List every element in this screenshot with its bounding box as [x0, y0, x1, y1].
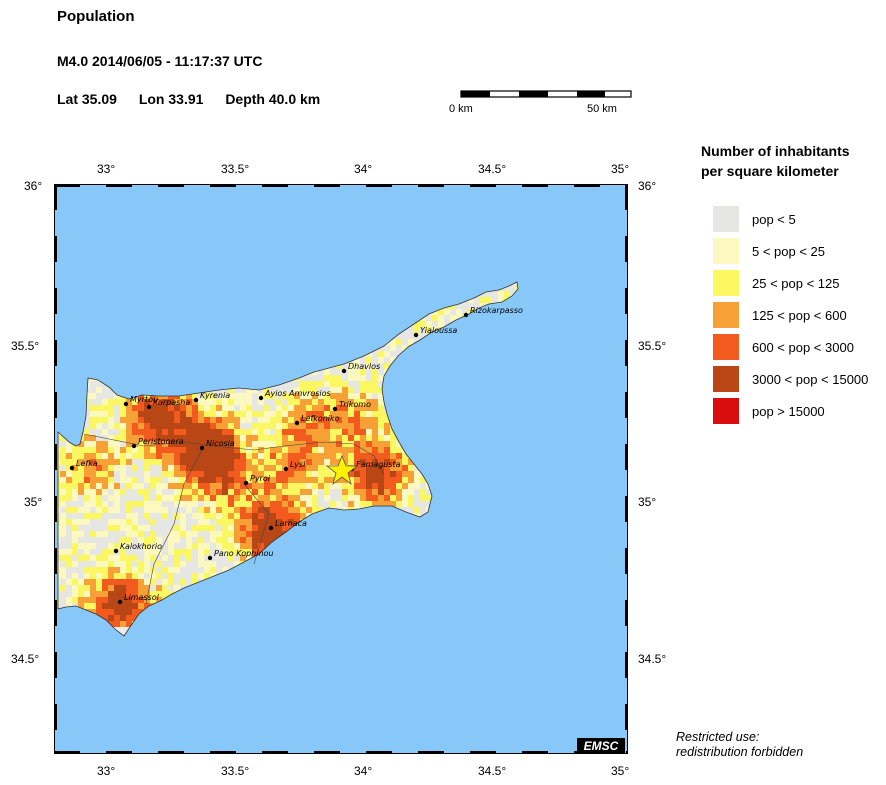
usage-note: Restricted use: redistribution forbidden — [676, 730, 803, 760]
city-marker — [207, 555, 213, 561]
y-tick-left-2: 35.5° — [11, 339, 40, 353]
y-tick-right-1: 36° — [638, 179, 657, 193]
city-label: Lefka — [76, 459, 98, 468]
x-tick-top-3: 34° — [354, 162, 373, 176]
epicenter-star[interactable] — [325, 454, 359, 486]
population-map[interactable]: Rizokarpasso Yialoussa Dhavlos Ayios Amvros… — [54, 184, 628, 754]
y-tick-left-3: 35° — [24, 495, 43, 509]
city-marker — [131, 443, 137, 449]
city-label: Yialoussa — [420, 326, 457, 335]
city-label: Kyrenia — [200, 391, 230, 400]
x-tick-bottom-3: 34° — [354, 764, 373, 778]
district-boundary — [243, 483, 270, 565]
scale-bar — [460, 90, 632, 98]
legend-label: 3000 < pop < 15000 — [752, 372, 869, 387]
city-label: Pano Kophinou — [214, 549, 274, 558]
city-label: Trikomo — [339, 400, 371, 409]
city-label: Nicosia — [206, 439, 235, 448]
legend-label: 25 < pop < 125 — [752, 276, 840, 291]
scale-end-label: 50 km — [587, 103, 617, 115]
city-label: Kalokhorio — [120, 542, 162, 551]
city-label: Larnaca — [275, 519, 307, 528]
city-marker — [283, 466, 289, 472]
legend-label: pop < 5 — [752, 212, 796, 227]
legend-swatch — [713, 238, 739, 264]
depth-text: Depth 40.0 km — [225, 91, 321, 107]
legend-swatch — [713, 206, 739, 232]
city-label: Pyroi — [250, 474, 271, 483]
legend-item: 3000 < pop < 15000 — [713, 366, 883, 392]
city-marker — [117, 599, 123, 605]
legend-label: 600 < pop < 3000 — [752, 340, 854, 355]
city-marker — [294, 420, 300, 426]
legend-swatch — [713, 270, 739, 296]
city-marker — [123, 401, 129, 407]
city-label: Karpasha — [153, 398, 190, 407]
legend-label: 5 < pop < 25 — [752, 244, 826, 259]
city-marker — [113, 548, 119, 554]
city-label: Myrtou — [130, 395, 158, 404]
legend-swatch — [713, 398, 739, 424]
location-info: Lat 35.09 Lon 33.91 Depth 40.0 km — [57, 91, 338, 107]
scale-start-label: 0 km — [449, 103, 473, 115]
latitude-text: Lat 35.09 — [57, 91, 117, 107]
city-marker — [199, 445, 205, 451]
city-label: Limassol — [124, 593, 160, 602]
x-tick-bottom-2: 33.5° — [221, 764, 250, 778]
city-marker — [463, 312, 469, 318]
city-label: Dhavlos — [348, 362, 380, 371]
city-label: Famagusta — [356, 460, 401, 469]
y-tick-right-2: 35.5° — [638, 339, 667, 353]
district-boundary — [83, 433, 385, 475]
legend-item: 125 < pop < 600 — [713, 302, 883, 328]
emsc-watermark: EMSC — [584, 739, 619, 753]
city-marker — [332, 406, 338, 412]
legend-title-line1: Number of inhabitants — [701, 143, 850, 159]
x-tick-top-2: 33.5° — [221, 162, 250, 176]
frame-graticule — [54, 184, 628, 754]
legend-item: pop < 5 — [713, 206, 883, 232]
emsc-watermark-bg — [577, 738, 625, 753]
legend-swatch — [713, 334, 739, 360]
y-tick-right-3: 35° — [638, 495, 657, 509]
longitude-text: Lon 33.91 — [138, 91, 204, 107]
x-tick-top-5: 35° — [611, 162, 630, 176]
usage-note-line2: redistribution forbidden — [676, 745, 804, 759]
legend-title-line2: per square kilometer — [701, 163, 839, 179]
legend-item: 25 < pop < 125 — [713, 270, 883, 296]
city-marker — [243, 480, 249, 486]
city-marker — [193, 397, 199, 403]
y-tick-left-1: 36° — [24, 179, 43, 193]
x-tick-bottom-5: 35° — [611, 764, 630, 778]
city-marker — [258, 395, 264, 401]
earthquake-info: M4.0 2014/06/05 - 11:17:37 UTC — [57, 53, 263, 69]
x-tick-top-4: 34.5° — [478, 162, 507, 176]
y-tick-left-4: 34.5° — [11, 652, 40, 666]
city-label: Lefkoniko — [301, 414, 340, 423]
usage-note-line1: Restricted use: — [676, 730, 760, 744]
legend-label: 125 < pop < 600 — [752, 308, 847, 323]
legend-title: Number of inhabitants per square kilomet… — [701, 141, 850, 181]
x-tick-bottom-1: 33° — [97, 764, 116, 778]
district-boundary — [145, 445, 205, 605]
legend-item: 600 < pop < 3000 — [713, 334, 883, 360]
legend-label: pop > 15000 — [752, 404, 825, 419]
city-marker — [268, 525, 274, 531]
legend-swatch — [713, 366, 739, 392]
map-title: Population — [57, 8, 135, 25]
city-label: Peristonera — [138, 437, 184, 446]
city-marker — [341, 368, 347, 374]
city-marker — [69, 465, 75, 471]
city-label: Rizokarpasso — [470, 306, 523, 315]
city-marker — [146, 404, 152, 410]
city-marker — [413, 332, 419, 338]
legend-item: 5 < pop < 25 — [713, 238, 883, 264]
legend-item: pop > 15000 — [713, 398, 883, 424]
x-tick-top-1: 33° — [97, 162, 116, 176]
legend-swatch — [713, 302, 739, 328]
x-tick-bottom-4: 34.5° — [478, 764, 507, 778]
city-label: Lysi — [290, 460, 306, 469]
y-tick-right-4: 34.5° — [638, 652, 667, 666]
city-label: Ayios Amvrosios — [264, 389, 331, 398]
